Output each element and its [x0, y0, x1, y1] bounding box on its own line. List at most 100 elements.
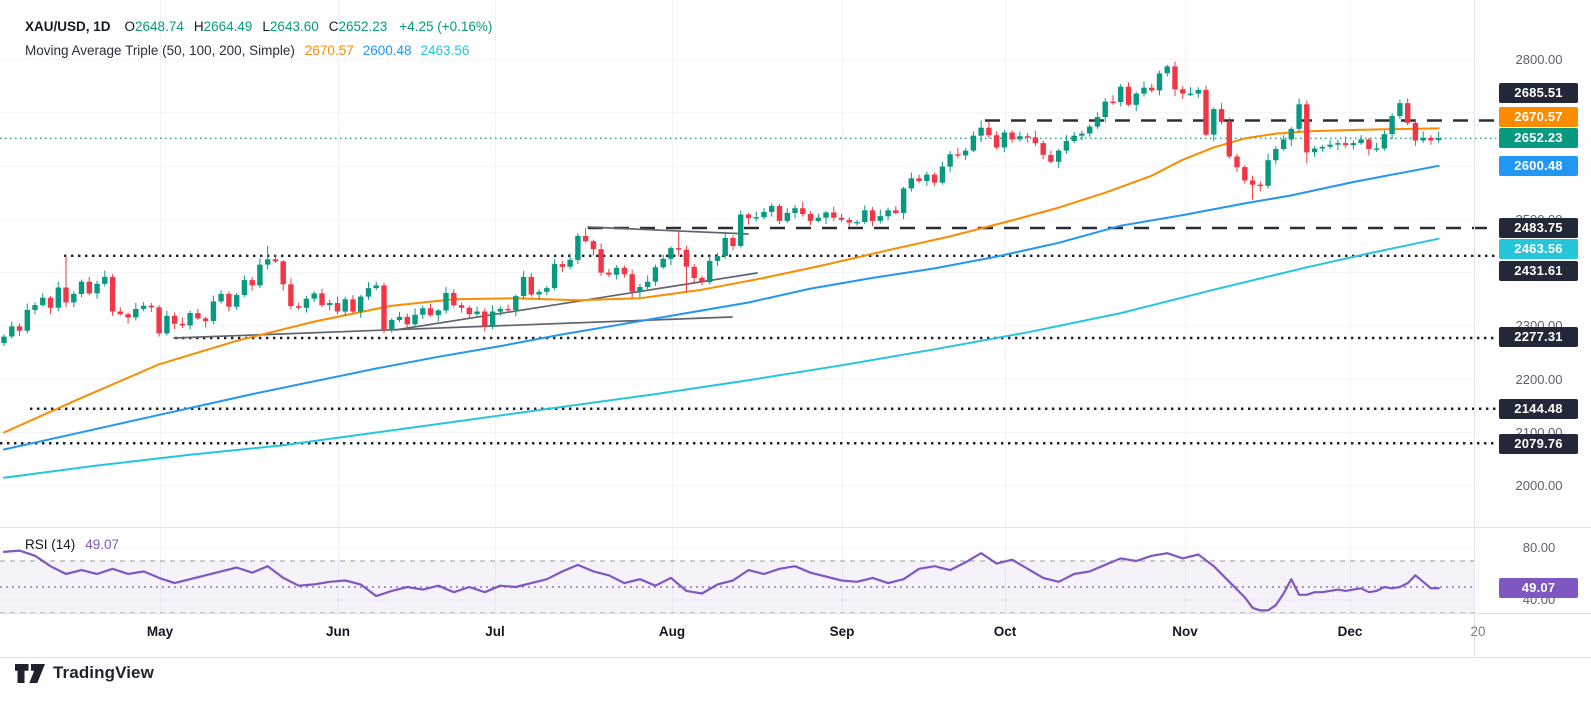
symbol-legend[interactable]: XAU/USD, 1D O2648.74 H2664.49 L2643.60 C…: [25, 14, 492, 62]
candle: [9, 326, 15, 337]
time-axis-label-jul: Jul: [485, 624, 505, 639]
candle: [1025, 136, 1031, 138]
candle: [792, 208, 798, 213]
ma50-line[interactable]: [3, 127, 1440, 434]
candle: [1009, 132, 1015, 140]
candle: [745, 214, 752, 219]
ma50-value: 2670.57: [304, 42, 354, 58]
candle: [862, 210, 868, 222]
ma-indicator-title[interactable]: Moving Average Triple (50, 100, 200, Sim…: [25, 42, 295, 58]
candle: [1428, 137, 1434, 141]
candle: [947, 154, 953, 167]
candle: [241, 280, 248, 295]
candle: [474, 311, 480, 315]
candle: [1087, 126, 1093, 134]
tradingview-logo[interactable]: TradingView: [15, 663, 154, 683]
candle: [272, 259, 279, 262]
candle: [427, 308, 434, 316]
candle: [443, 292, 449, 311]
candle: [707, 260, 713, 283]
candle: [1296, 104, 1302, 129]
candle: [1327, 144, 1333, 147]
rsi-indicator-title[interactable]: RSI (14): [25, 536, 76, 552]
candle: [567, 259, 573, 267]
candle: [544, 288, 550, 292]
candle: [769, 206, 775, 212]
time-axis-label-jun: Jun: [325, 624, 351, 639]
candle: [226, 293, 232, 307]
candle: [1242, 167, 1248, 181]
candle: [838, 217, 845, 220]
candle: [1017, 136, 1023, 140]
symbol-title[interactable]: XAU/USD, 1D: [25, 18, 111, 34]
candle: [1063, 141, 1070, 151]
candle: [1420, 137, 1426, 141]
candle: [1257, 184, 1263, 187]
candle: [590, 241, 597, 250]
candle: [1319, 146, 1325, 149]
candle: [1079, 133, 1085, 136]
candle: [831, 212, 837, 218]
candle: [1311, 148, 1318, 153]
candle: [1071, 135, 1077, 141]
price-label-box: 2600.48: [1499, 156, 1578, 176]
candle: [1405, 103, 1411, 123]
tradingview-logo-text: TradingView: [53, 663, 154, 682]
time-axis-label-sep: Sep: [829, 624, 855, 639]
candle: [800, 208, 806, 215]
price-pane[interactable]: [0, 61, 1498, 479]
candle: [40, 297, 46, 306]
candle: [575, 235, 581, 260]
gridlines: [0, 0, 1479, 613]
candle: [1211, 109, 1217, 135]
candle: [730, 238, 736, 246]
rsi-pane[interactable]: [0, 549, 1474, 614]
candle: [714, 256, 721, 261]
candle: [753, 217, 759, 219]
candle: [1180, 89, 1186, 94]
candle: [497, 308, 503, 312]
candle: [396, 316, 403, 320]
candle: [528, 276, 534, 295]
candle: [877, 216, 883, 221]
candle: [71, 293, 77, 303]
high-value: H2664.49: [193, 18, 253, 34]
candle: [1342, 143, 1349, 146]
candle: [1164, 66, 1170, 74]
candle: [288, 284, 294, 307]
low-value: L2643.60: [262, 18, 319, 34]
candle: [389, 320, 395, 330]
candle: [924, 174, 930, 181]
candle: [629, 274, 635, 292]
candle: [179, 323, 186, 326]
candle: [47, 297, 54, 308]
rsi-value-box: 49.07: [1499, 578, 1578, 598]
candle: [1040, 143, 1046, 155]
ma200-line[interactable]: [3, 237, 1440, 479]
candle: [1366, 139, 1372, 149]
candle: [187, 313, 193, 326]
candle: [776, 206, 783, 221]
candle: [621, 267, 628, 275]
candle: [1203, 89, 1209, 135]
candle: [691, 266, 697, 278]
price-axis-tick: 2200.00: [1515, 372, 1563, 387]
candle: [784, 212, 790, 221]
rsi-legend[interactable]: RSI (14) 49.07: [25, 533, 119, 555]
candle: [94, 283, 100, 294]
candle: [482, 311, 488, 327]
candle: [1133, 93, 1139, 105]
candle: [916, 178, 922, 181]
time-axis-label-may: May: [146, 624, 174, 639]
candle: [350, 299, 356, 312]
rsi-line[interactable]: [2, 549, 1440, 612]
candle: [606, 272, 612, 275]
candle: [109, 276, 116, 312]
price-label-box: 2144.48: [1499, 399, 1578, 419]
ma100-line[interactable]: [3, 164, 1440, 451]
candle: [280, 261, 286, 285]
rsi-axis-tick: 80.00: [1522, 540, 1556, 555]
tradingview-logo-icon: [15, 663, 45, 683]
candle: [296, 306, 302, 308]
